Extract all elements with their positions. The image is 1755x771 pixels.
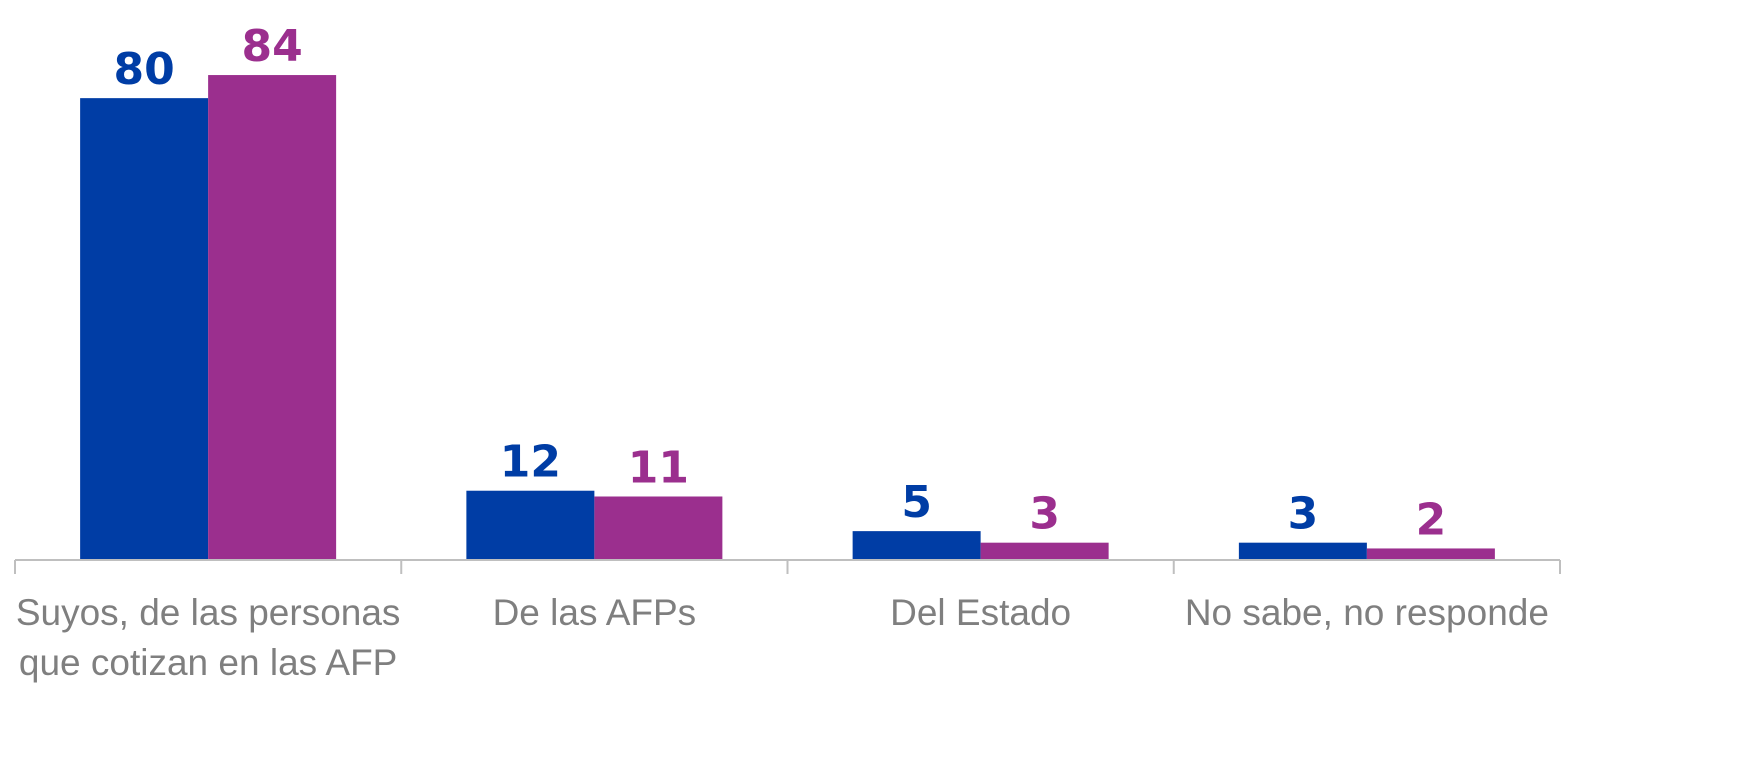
x-tick-label: Suyos, de las personas que cotizan en la…: [15, 592, 401, 683]
bar: [852, 531, 981, 560]
x-tick-label: Del Estado: [890, 592, 1072, 633]
value-label: 5: [901, 477, 932, 528]
value-label: 2: [1416, 494, 1447, 545]
value-label: 3: [1288, 489, 1319, 540]
x-tick-label: De las AFPs: [492, 592, 697, 633]
bar: [1366, 548, 1495, 560]
bar: [594, 496, 723, 560]
value-label: 11: [628, 442, 689, 493]
x-tick-label: No sabe, no responde: [1184, 592, 1549, 633]
bar: [208, 75, 337, 560]
bar: [980, 542, 1109, 560]
value-label: 3: [1029, 489, 1060, 540]
value-label: 84: [242, 21, 303, 72]
bar: [1238, 542, 1367, 560]
value-label: 80: [114, 44, 175, 95]
bar: [80, 98, 209, 560]
value-label: 12: [500, 437, 561, 488]
bar: [466, 490, 595, 560]
